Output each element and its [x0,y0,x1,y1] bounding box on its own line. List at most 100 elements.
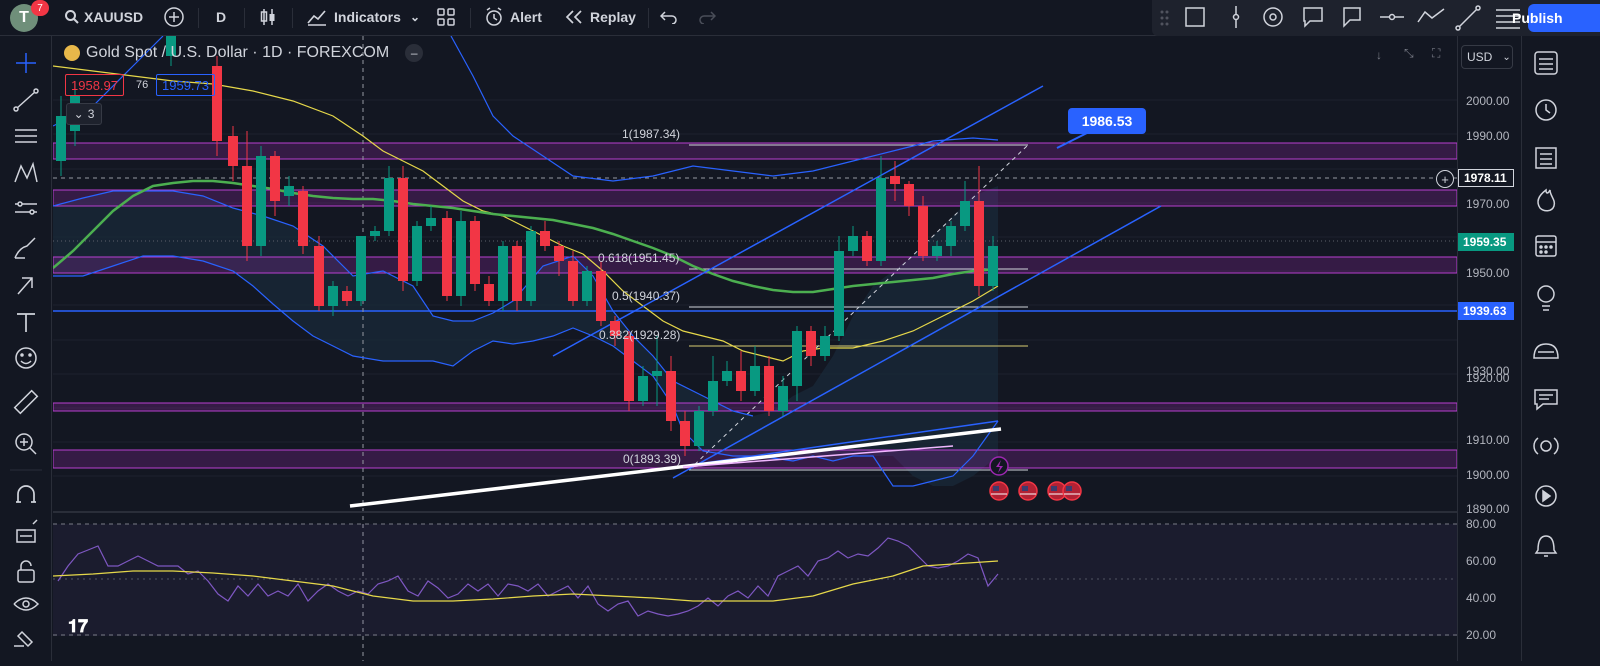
indicators-collapse-button[interactable]: ⌄ 3 [66,103,102,125]
bollinger-band-fill [53,186,998,486]
callout-tool-icon[interactable] [1343,7,1361,28]
tradingview-logo-icon[interactable]: 𝟏𝟕 [68,616,89,637]
trend-line-tool-icon[interactable] [13,88,39,112]
long-term-trendline[interactable] [349,427,1002,508]
candle-body [242,166,252,246]
lock-icon[interactable] [17,560,35,583]
candle-body [484,284,494,301]
rsi-tick: 80.00 [1466,517,1497,531]
add-alert-plus-icon[interactable]: + [1436,170,1454,188]
brush-tool-icon[interactable] [14,237,36,259]
undo-button[interactable] [660,0,678,34]
pattern-tool-icon[interactable] [14,161,38,183]
fib-label-0: 0(1893.39) [623,452,682,466]
streams-icon[interactable] [1533,343,1559,359]
candle-body [792,331,802,386]
chevron-down-icon: ⌄ [73,107,84,121]
watchlist-icon[interactable] [1534,51,1558,75]
magnet-icon[interactable] [16,485,36,503]
chart-type-button[interactable] [258,0,278,34]
crosshair-tool-icon[interactable] [16,53,36,73]
target-tool-icon[interactable] [1263,7,1283,27]
interval-button[interactable]: D [216,9,227,25]
chart-legend[interactable]: Gold Spot / U.S. Dollar · 1D · FOREXCOM … [64,44,424,62]
arrow-tool-icon[interactable] [17,277,33,295]
publish-button[interactable]: Publish [1512,4,1600,32]
trash-icon[interactable] [14,630,34,648]
fib-retracement-tool-icon[interactable] [15,129,37,143]
candle-body [932,246,942,256]
candle-body [512,246,522,301]
vertical-line-tool-icon[interactable] [1232,6,1240,28]
event-markers[interactable] [989,456,1082,501]
toolbar-divider [648,8,649,28]
fib-label-382: 0.382(1929.28) [599,328,681,342]
candlesticks[interactable] [56,36,998,456]
price-tick: 1900.00 [1466,468,1510,482]
us-flag-event-icon[interactable] [1018,481,1038,501]
layouts-button[interactable] [436,0,456,34]
candle-body [284,186,294,196]
price-tick: 1910.00 [1466,433,1510,447]
lightning-icon [996,460,1003,473]
redo-button[interactable] [698,0,716,34]
prediction-tool-icon[interactable] [15,201,37,215]
ruler-tool-icon[interactable] [13,389,39,415]
drag-handle-icon[interactable] [1160,10,1169,26]
bollinger-upper [52,190,754,417]
bollinger-lower [53,255,999,487]
rsi-line [57,537,999,617]
notifications-signal-icon[interactable] [1533,437,1559,455]
rsi-tick: 60.00 [1466,554,1497,568]
alert-button[interactable]: Alert [484,0,542,34]
ask-price[interactable]: 1959.73 [156,74,215,96]
alerts-clock-icon[interactable] [1535,99,1557,121]
ideas-lightbulb-icon[interactable] [1537,285,1555,311]
us-flag-event-icon[interactable] [989,481,1009,501]
rsi-ma-line [52,560,999,602]
symbol-search[interactable]: XAUUSD [64,0,143,34]
bid-price[interactable]: 1958.97 [65,74,124,96]
lock-drawing-icon[interactable] [16,519,38,543]
text-tool-icon[interactable] [17,313,35,332]
us-flag-event-icon[interactable] [1062,481,1082,501]
bell-icon[interactable] [1534,535,1558,557]
rsi-pane[interactable] [52,523,1457,636]
more-tools-icon[interactable] [1496,9,1520,29]
candle-body [412,226,422,281]
crosshair-price-label: 1978.11 [1458,169,1514,187]
emoji-tool-icon[interactable] [15,347,37,369]
zoom-in-icon[interactable] [15,433,37,455]
price-tick: 1970.00 [1466,197,1510,211]
horizontal-ray-tool-icon[interactable] [1380,13,1404,21]
indicators-button[interactable]: Indicators [306,0,401,34]
candle-body [398,178,408,281]
eye-icon[interactable] [13,597,40,611]
calendar-icon[interactable] [1535,235,1557,257]
replay-button[interactable]: Replay [564,0,636,34]
data-window-icon[interactable] [1535,147,1557,169]
path-tool-icon[interactable] [1417,8,1445,23]
comment-tool-icon[interactable] [1303,7,1323,28]
trend-channel[interactable] [552,85,1162,479]
fib-label-618: 0.618(1951.45) [598,251,680,265]
price-chart[interactable] [52,35,1458,661]
price-axis[interactable] [1457,36,1519,661]
rectangle-tool-icon[interactable] [1185,7,1205,27]
candle-body [974,201,984,286]
more-options-icon[interactable]: – [405,44,424,62]
arrow-down-icon[interactable]: ↓ [1376,48,1382,62]
fullscreen-icon[interactable]: ⛶ [1432,46,1441,60]
play-circle-icon[interactable] [1535,485,1557,507]
price-tick: 1990.00 [1466,129,1510,143]
trend-line-tool-icon[interactable] [1455,5,1481,31]
compare-button[interactable] [163,0,185,34]
collapse-icon[interactable]: ⤡ [1404,46,1414,60]
candle-body [470,221,480,284]
currency-select[interactable]: USD ⌄ [1461,45,1513,69]
candle-body [554,246,564,261]
hotlists-flame-icon[interactable] [1537,188,1556,212]
indicators-dropdown[interactable]: ⌄ [410,0,420,34]
price-callout[interactable]: 1986.53 [1068,108,1146,134]
chat-icon[interactable] [1534,389,1558,411]
